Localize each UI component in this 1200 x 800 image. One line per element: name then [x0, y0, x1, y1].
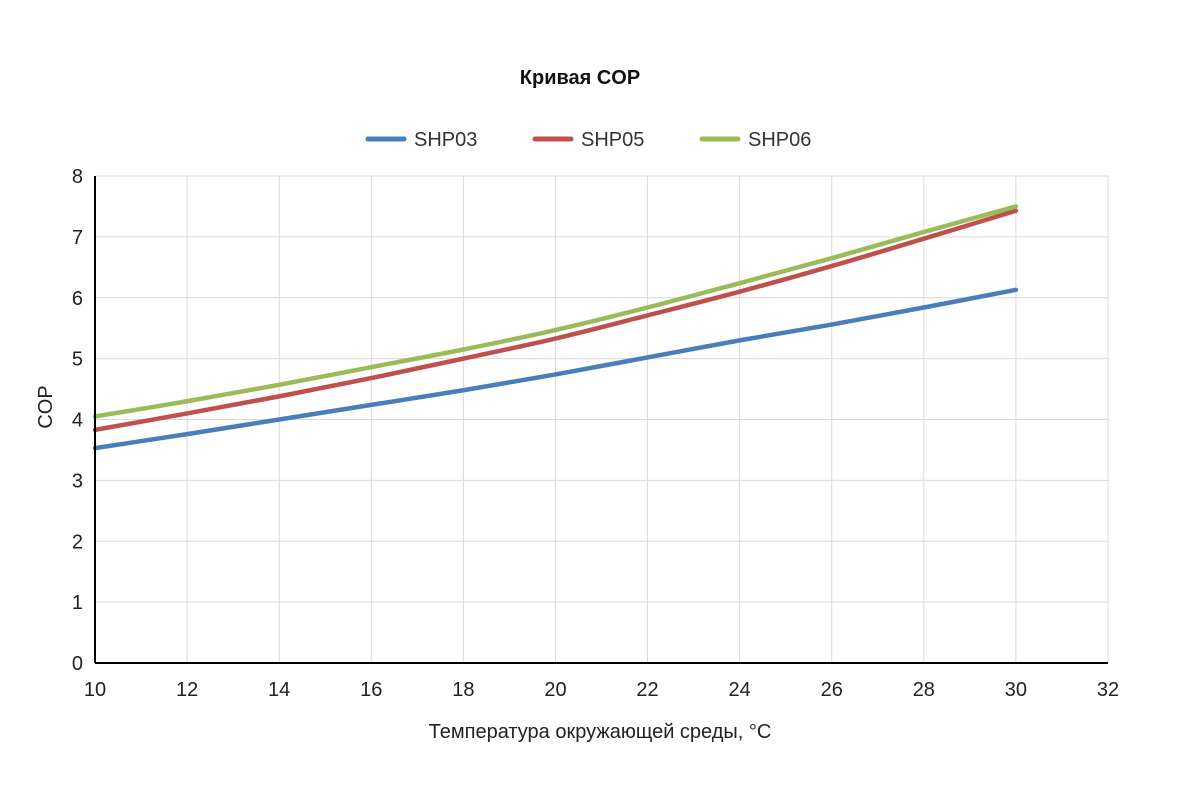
x-tick-label: 26	[821, 679, 843, 701]
legend-label-shp05: SHP05	[581, 129, 644, 151]
x-axis-label: Температура окружающей среды, °C	[429, 721, 772, 743]
x-tick-label: 24	[729, 679, 751, 701]
y-tick-label: 6	[72, 288, 83, 310]
grid	[94, 175, 1109, 664]
axes	[94, 176, 1108, 664]
x-tick-label: 10	[84, 679, 106, 701]
y-tick-label: 5	[72, 349, 83, 371]
y-axis-label: COP	[35, 385, 57, 428]
x-tick-label: 12	[176, 679, 198, 701]
legend: SHP03 SHP05 SHP06	[365, 129, 811, 151]
y-tick-label: 8	[72, 166, 83, 188]
x-tick-label: 22	[636, 679, 658, 701]
y-tick-labels: 0 1 2 3 4 5 6 7 8	[72, 166, 83, 675]
y-tick-label: 4	[72, 410, 83, 432]
y-tick-label: 3	[72, 470, 83, 492]
x-tick-label: 18	[452, 679, 474, 701]
x-tick-label: 32	[1097, 679, 1119, 701]
series-line-shp05	[92, 208, 1019, 433]
x-tick-label: 30	[1005, 679, 1027, 701]
y-tick-label: 0	[72, 653, 83, 675]
chart-title: Кривая COP	[520, 67, 640, 89]
legend-label-shp06: SHP06	[748, 129, 811, 151]
y-tick-label: 7	[72, 227, 83, 249]
y-tick-label: 2	[72, 531, 83, 553]
legend-label-shp03: SHP03	[414, 129, 477, 151]
y-tick-label: 1	[72, 592, 83, 614]
series-line-shp03	[92, 287, 1019, 451]
x-tick-label: 16	[360, 679, 382, 701]
series-lines	[92, 204, 1019, 451]
x-tick-label: 28	[913, 679, 935, 701]
x-tick-label: 20	[544, 679, 566, 701]
x-tick-label: 14	[268, 679, 290, 701]
x-tick-labels: 10 12 14 16 18 20 22 24 26 28 30 32	[84, 679, 1119, 701]
series-line-shp06	[92, 204, 1019, 419]
